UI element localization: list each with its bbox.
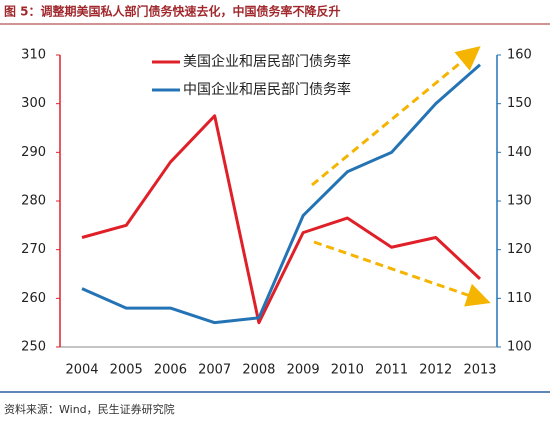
y2-tick-label: 130 — [507, 194, 532, 209]
x-tick-label: 2004 — [65, 363, 98, 378]
y2-tick-label: 140 — [507, 145, 532, 160]
legend-label: 美国企业和居民部门债务率 — [183, 53, 351, 70]
x-tick-label: 2008 — [242, 363, 275, 378]
y2-tick-label: 100 — [507, 340, 532, 355]
y2-tick-label: 110 — [507, 291, 532, 306]
legend-label: 中国企业和居民部门债务率 — [183, 81, 351, 98]
trend-arrow-down — [313, 240, 491, 307]
y-tick-label: 280 — [21, 194, 46, 209]
series-line — [81, 63, 481, 325]
x-tick-label: 2013 — [463, 363, 496, 378]
x-tick-label: 2005 — [110, 363, 143, 378]
x-tick-label: 2011 — [375, 363, 408, 378]
y-tick-label: 250 — [21, 340, 46, 355]
chart-title: 图 5：调整期美国私人部门债务快速去化，中国债务率不降反升 — [4, 4, 341, 19]
y-tick-label: 290 — [21, 145, 46, 160]
source: 资料来源：Wind，民生证券研究院 — [4, 402, 175, 416]
x-tick-label: 2010 — [331, 363, 364, 378]
y-tick-label: 260 — [21, 291, 46, 306]
y2-tick-label: 160 — [507, 48, 532, 63]
y2-tick-label: 120 — [507, 242, 532, 257]
trend-arrow-up — [311, 46, 481, 187]
x-tick-label: 2012 — [419, 363, 452, 378]
series-line — [81, 114, 482, 325]
x-tick-label: 2006 — [154, 363, 187, 378]
y2-tick-label: 150 — [507, 96, 532, 111]
x-tick-label: 2007 — [198, 363, 231, 378]
y-tick-label: 300 — [21, 96, 46, 111]
x-tick-label: 2009 — [287, 363, 320, 378]
y-tick-label: 270 — [21, 242, 46, 257]
y-tick-label: 310 — [21, 48, 46, 63]
